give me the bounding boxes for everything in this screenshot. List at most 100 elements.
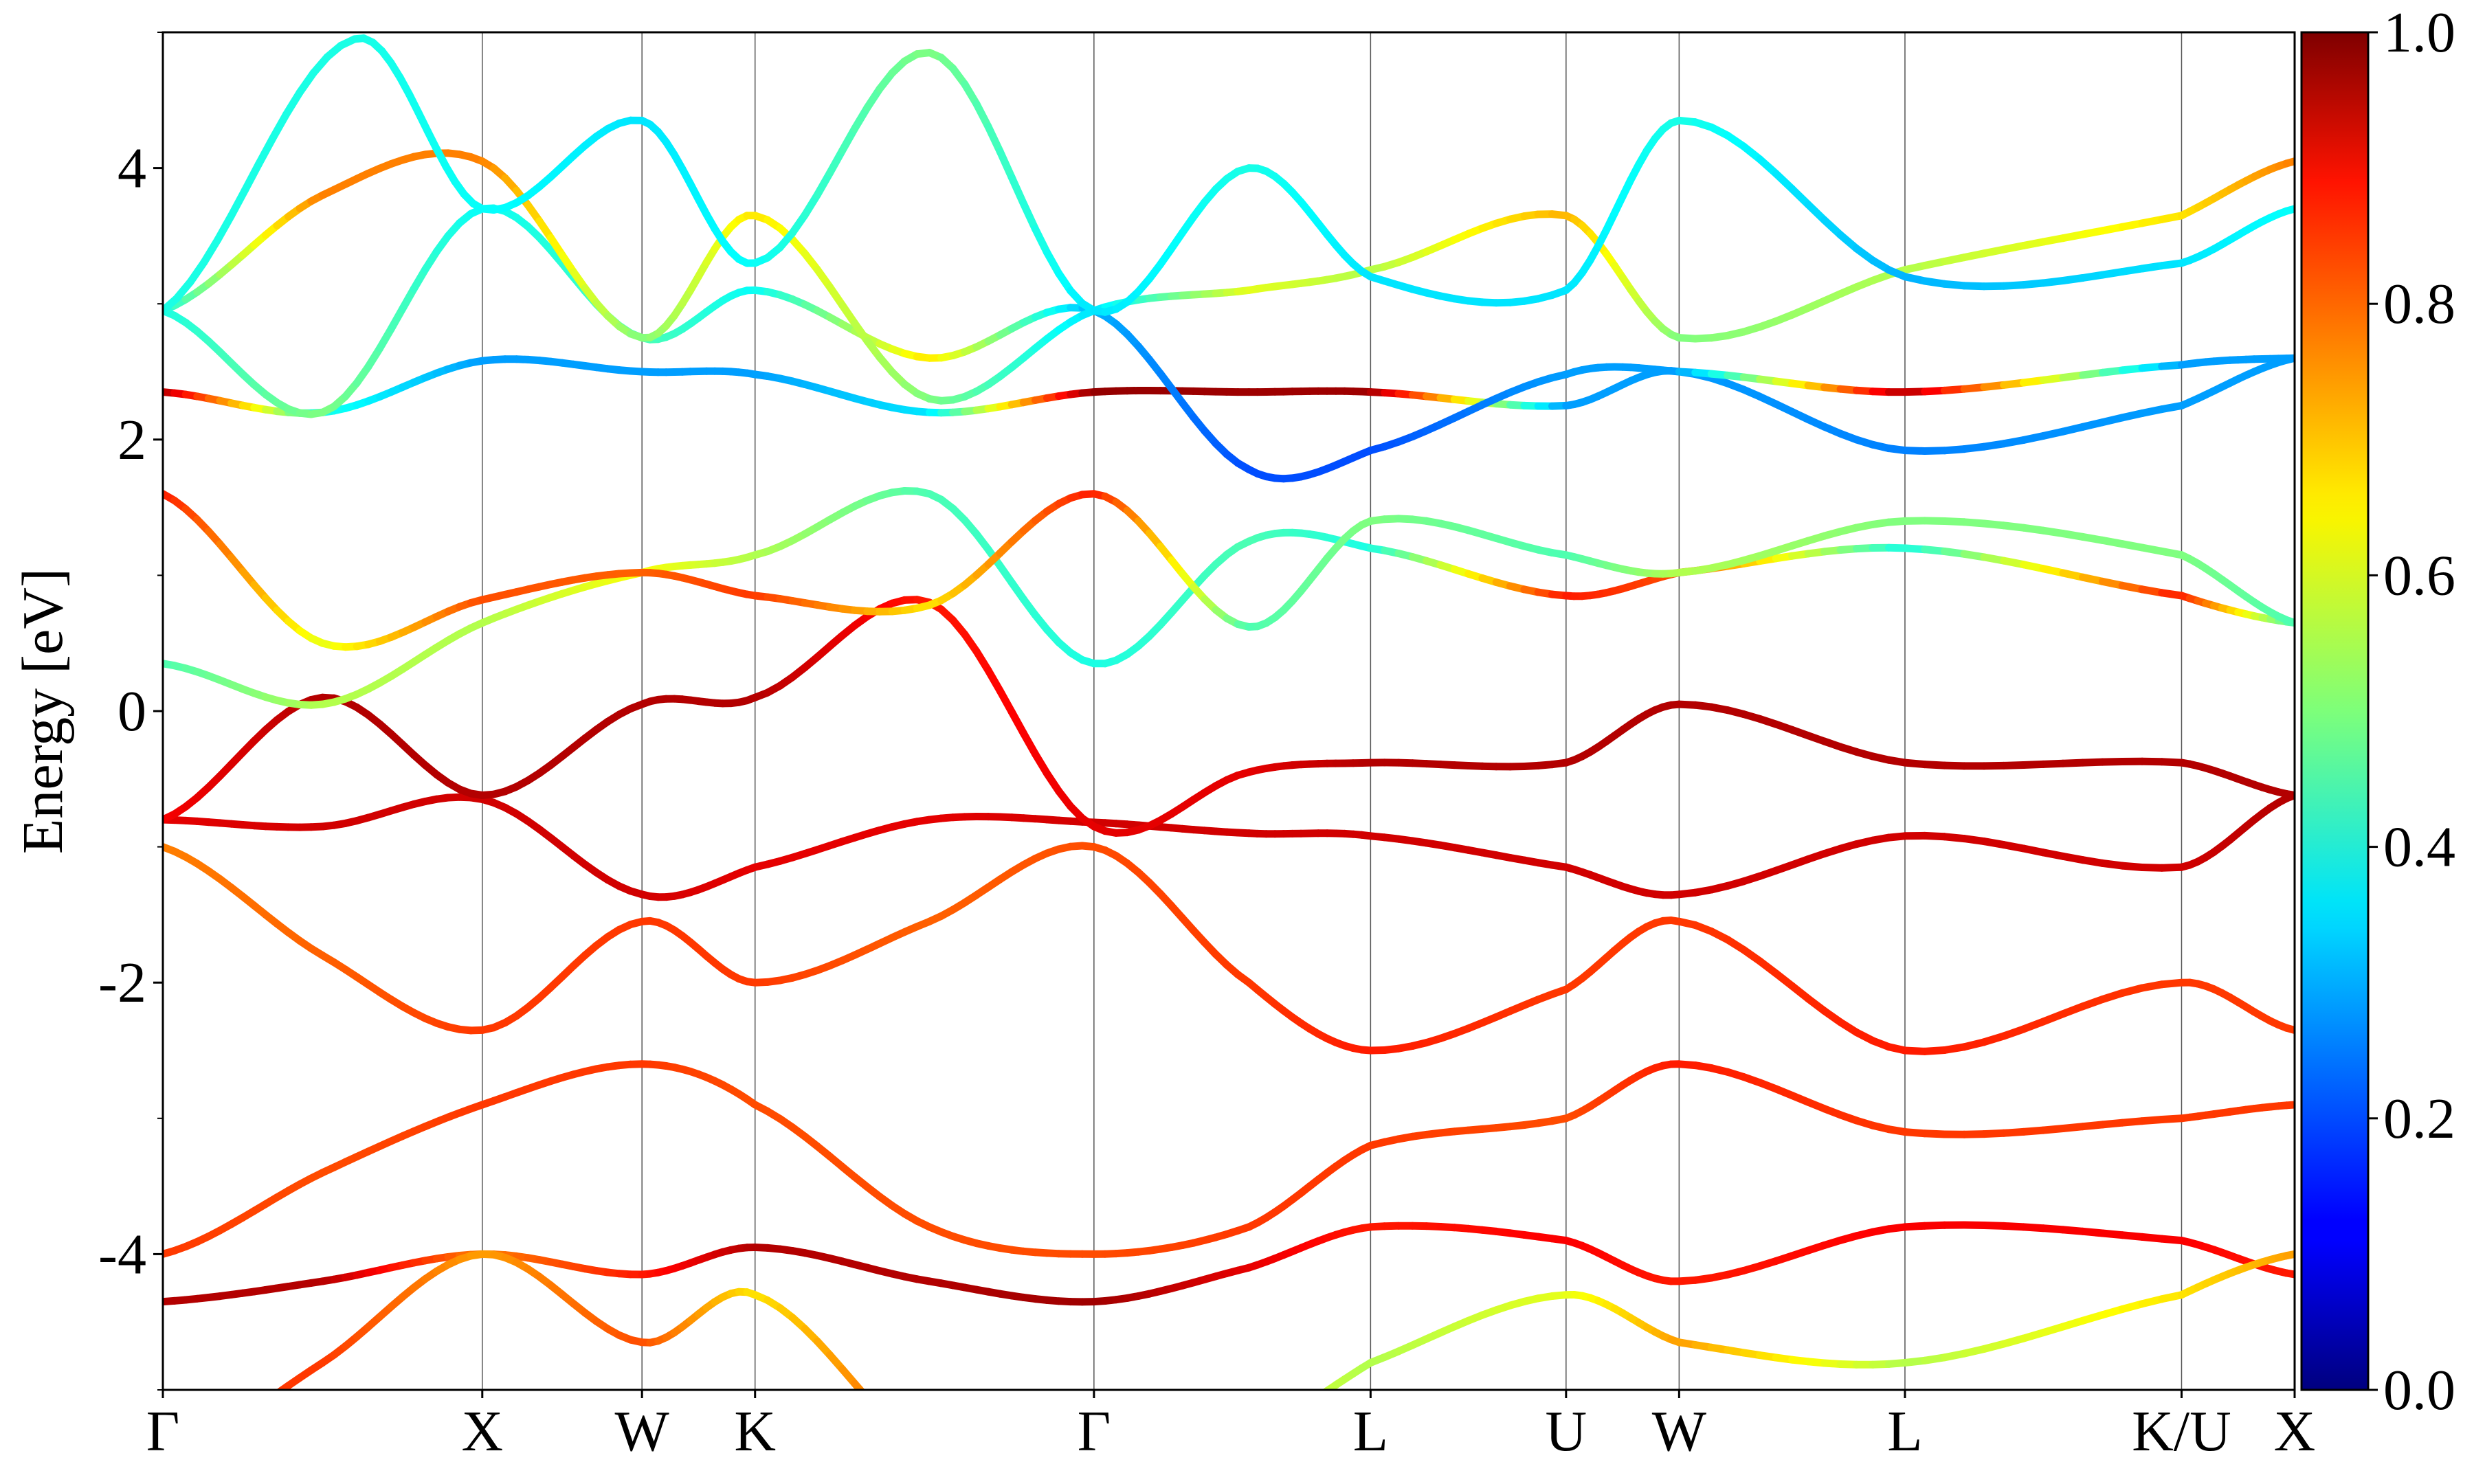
band-segment <box>838 124 859 155</box>
band-segment <box>254 1402 266 1409</box>
band-segment <box>232 1417 243 1425</box>
band-segment <box>2282 205 2295 215</box>
y-axis: 4 2 0 -2 -4 <box>98 32 163 1391</box>
colorbar-tick-label: 0.6 <box>2383 543 2455 607</box>
band-segment <box>2282 616 2295 627</box>
band-9 <box>163 204 2295 483</box>
band-segment <box>813 169 834 199</box>
band-11 <box>163 34 2295 316</box>
band-segment <box>186 1444 197 1450</box>
band-1 <box>163 1221 2295 1306</box>
band-segment <box>1031 225 1051 256</box>
band-2 <box>163 1060 2295 1258</box>
band-segment <box>1301 1403 1310 1409</box>
band-segment <box>1183 1479 1194 1484</box>
band-4 <box>163 791 2295 901</box>
band-segment <box>953 1474 965 1481</box>
band-segment <box>186 258 208 286</box>
x-tick-label: Γ <box>1078 1399 1111 1463</box>
band-segment <box>1216 1457 1227 1465</box>
x-tick-label: L <box>1353 1399 1388 1463</box>
band-segment <box>197 1438 209 1444</box>
x-tick-label: X <box>461 1399 503 1463</box>
colorbar-axis: 1.0 0.8 0.6 0.4 0.2 0.0 <box>2368 1 2455 1422</box>
band-segment <box>1293 1408 1302 1415</box>
band-segment <box>1194 1472 1205 1479</box>
band-segment <box>2282 1269 2295 1279</box>
band-segment <box>241 160 263 194</box>
band-segment <box>1205 1464 1216 1472</box>
band-segment <box>1019 729 1039 758</box>
band-segment <box>892 1426 904 1438</box>
band-segment <box>214 212 236 244</box>
band-segment <box>208 1431 220 1438</box>
colorbar-tick-label: 0.8 <box>2383 272 2455 336</box>
band-segment <box>227 186 249 220</box>
band-segment <box>1284 1415 1293 1421</box>
band-segment <box>220 1424 232 1431</box>
band-segment <box>801 191 821 219</box>
band-segment <box>2282 157 2295 168</box>
band-8 <box>163 354 2295 455</box>
band-segment <box>2282 1250 2295 1260</box>
band-lines <box>163 34 2295 1484</box>
x-tick-label: K <box>734 1399 776 1463</box>
band-segment <box>1227 1450 1238 1457</box>
x-tick-label: X <box>2274 1399 2316 1463</box>
x-tick-label: U <box>1545 1399 1587 1463</box>
y-axis-label: Energy [eV] <box>11 568 75 854</box>
y-tick-label: -4 <box>98 1222 146 1286</box>
band-segment <box>867 1398 880 1412</box>
x-axis: Γ X W K Γ L U W L K/U X <box>146 1390 2316 1463</box>
band-5 <box>163 596 2295 837</box>
band-segment <box>904 1438 917 1449</box>
band-segment <box>1007 708 1027 737</box>
band-segment <box>268 111 290 143</box>
band-segment <box>930 1458 941 1466</box>
x-tick-label: K/U <box>2132 1399 2231 1463</box>
band-3 <box>163 842 2295 1055</box>
colorbar-tick-label: 0.0 <box>2383 1358 2455 1422</box>
band-segment <box>1267 1426 1275 1432</box>
band-segment <box>1019 199 1039 233</box>
band-segment <box>941 1466 953 1474</box>
band-segment <box>851 104 871 133</box>
band-segment <box>1258 1432 1267 1439</box>
band-segment <box>243 1409 254 1417</box>
colorbar <box>2300 31 2370 1391</box>
band-segment <box>265 1394 277 1402</box>
band-segment <box>1007 173 1027 207</box>
band-segment <box>1043 248 1063 278</box>
band-segment <box>961 80 981 108</box>
colorbar-tick-label: 0.2 <box>2383 1087 2455 1151</box>
band-segment <box>996 686 1016 716</box>
band-segment <box>282 89 304 119</box>
band-segment <box>880 1412 892 1425</box>
y-tick-label: -2 <box>98 951 146 1015</box>
band-segment <box>254 135 276 168</box>
band-segment <box>1310 1397 1319 1403</box>
x-tick-label: W <box>615 1399 670 1463</box>
band-segment <box>2282 1024 2295 1034</box>
band-segment <box>399 284 418 313</box>
band-segment <box>972 100 992 131</box>
band-segment <box>2282 790 2295 799</box>
y-tick-label: 4 <box>118 137 146 201</box>
x-tick-label: Γ <box>146 1399 180 1463</box>
band-segment <box>984 122 1004 155</box>
band-segment <box>1275 1421 1284 1427</box>
band-segment <box>851 1380 865 1390</box>
band-12 <box>186 1250 2295 1484</box>
band-segment <box>296 69 317 96</box>
band-segment <box>996 147 1016 181</box>
band-segment <box>917 1448 929 1457</box>
band-segment <box>1031 750 1051 778</box>
band-segment <box>1249 1439 1258 1445</box>
y-tick-label: 0 <box>118 679 146 743</box>
x-tick-label: W <box>1652 1399 1707 1463</box>
band-10 <box>163 149 2295 405</box>
band-segment <box>826 146 847 177</box>
y-tick-label: 2 <box>118 408 146 472</box>
colorbar-tick-label: 1.0 <box>2383 1 2455 65</box>
